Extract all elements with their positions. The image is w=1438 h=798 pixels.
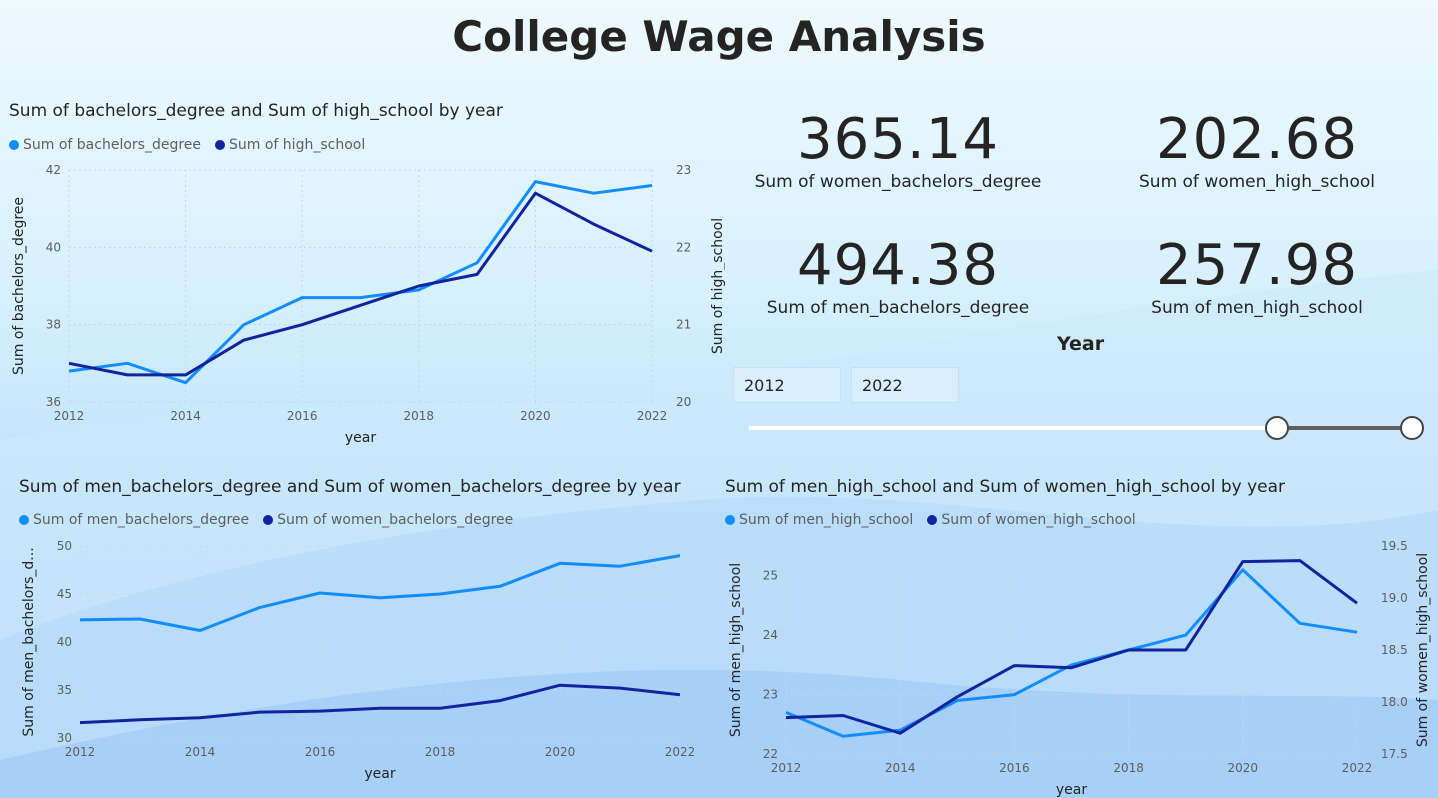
chart2-line-chart[interactable]: 30 35 40 45 50 2012 2014 2016 2018 2020 2022 year Su…: [0, 535, 715, 793]
x-tick-label: 2018: [1113, 761, 1144, 775]
x-axis-title: year: [1056, 782, 1087, 798]
kpi-men-high-school: 257.98 Sum of men_high_school: [1087, 233, 1427, 319]
slider-start-handle[interactable]: [1265, 416, 1289, 440]
slider-end-handle[interactable]: [1400, 416, 1424, 440]
y-tick-label: 24: [763, 628, 778, 642]
y-tick-label: 36: [46, 395, 61, 409]
y-tick-label: 50: [57, 539, 72, 553]
y2-tick-label: 17.5: [1381, 747, 1408, 761]
kpi-label: Sum of women_high_school: [1139, 172, 1375, 192]
y2-tick-label: 19.0: [1381, 591, 1408, 605]
x-tick-label: 2016: [287, 409, 318, 423]
y-tick-label: 23: [763, 688, 778, 702]
chart3-legend-item-1[interactable]: Sum of men_high_school: [725, 512, 913, 528]
page-title: College Wage Analysis: [452, 12, 986, 61]
kpi-value: 365.14: [797, 107, 999, 172]
kpi-value: 494.38: [797, 233, 999, 298]
x-tick-label: 2022: [665, 745, 696, 759]
chart2-legend-item-2[interactable]: Sum of women_bachelors_degree: [263, 512, 513, 528]
kpi-women-bachelors: 365.14 Sum of women_bachelors_degree: [728, 107, 1068, 193]
x-tick-label: 2020: [520, 409, 551, 423]
y2-axis-title: Sum of women_high_school: [1415, 553, 1431, 747]
chart3-legend-item-2[interactable]: Sum of women_high_school: [927, 512, 1136, 528]
slider-track[interactable]: [749, 426, 1277, 430]
kpi-men-bachelors: 494.38 Sum of men_bachelors_degree: [728, 233, 1068, 319]
kpi-label: Sum of women_bachelors_degree: [754, 172, 1042, 192]
series-line-2: [785, 559, 1358, 735]
chart3-title: Sum of men_high_school and Sum of women_…: [725, 477, 1286, 497]
kpi-value: 202.68: [1156, 107, 1358, 172]
y-tick-label: 30: [57, 731, 72, 745]
x-tick-label: 2020: [1228, 761, 1259, 775]
series-line-1: [785, 568, 1358, 738]
x-tick-label: 2012: [54, 409, 85, 423]
year-slicer-title: Year: [1057, 333, 1105, 355]
x-tick-label: 2018: [425, 745, 456, 759]
y-axis-title: Sum of men_bachelors_d...: [21, 547, 37, 736]
chart2-legend-label-2: Sum of women_bachelors_degree: [277, 512, 514, 528]
x-tick-label: 2022: [1342, 761, 1373, 775]
y-tick-label: 38: [46, 318, 61, 332]
chart3-legend: Sum of men_high_school Sum of women_high…: [725, 512, 1136, 528]
chart1-line-chart[interactable]: 36 38 40 42 2012 2014 2016 2018 2020 2022 20 21 22 23…: [0, 160, 725, 450]
kpi-label: Sum of men_bachelors_degree: [766, 298, 1030, 318]
chart1-legend-item-1[interactable]: Sum of bachelors_degree: [9, 137, 201, 153]
chart1-legend-label-2: Sum of high_school: [229, 137, 366, 153]
x-tick-label: 2020: [545, 745, 576, 759]
chart3-legend-label-2: Sum of women_high_school: [941, 512, 1136, 528]
x-tick-label: 2012: [771, 761, 802, 775]
year-end-input[interactable]: 2022: [851, 367, 959, 403]
kpi-women-high-school: 202.68 Sum of women_high_school: [1087, 107, 1427, 193]
chart1-legend-label-1: Sum of bachelors_degree: [23, 137, 202, 153]
series-line-2: [79, 683, 681, 725]
y-tick-label: 40: [46, 240, 61, 254]
y-tick-label: 40: [57, 635, 72, 649]
chart2-legend-label-1: Sum of men_bachelors_degree: [33, 512, 250, 528]
chart2-legend: Sum of men_bachelors_degree Sum of women…: [19, 512, 513, 528]
y-axis-title: Sum of bachelors_degree: [11, 197, 27, 375]
y2-tick-label: 18.5: [1381, 643, 1408, 657]
x-tick-label: 2022: [637, 409, 668, 423]
y2-tick-label: 18.0: [1381, 695, 1408, 709]
series-line-1: [68, 180, 653, 385]
y-tick-label: 22: [763, 747, 778, 761]
chart2-legend-item-1[interactable]: Sum of men_bachelors_degree: [19, 512, 249, 528]
chart1-legend-item-2[interactable]: Sum of high_school: [215, 137, 365, 153]
kpi-value: 257.98: [1156, 233, 1358, 298]
chart3-line-chart[interactable]: 22 23 24 25 2012 2014 2016 2018 2020 2022 17.5 18.0…: [715, 535, 1438, 798]
chart1-legend: Sum of bachelors_degree Sum of high_scho…: [9, 137, 365, 153]
x-tick-label: 2018: [404, 409, 435, 423]
chart2-title: Sum of men_bachelors_degree and Sum of w…: [19, 477, 681, 497]
x-axis-title: year: [345, 430, 376, 446]
y-tick-label: 42: [46, 163, 61, 177]
series-line-1: [79, 554, 681, 632]
y-axis-title: Sum of men_high_school: [728, 563, 744, 737]
year-start-input[interactable]: 2012: [733, 367, 841, 403]
x-tick-label: 2012: [65, 745, 96, 759]
y2-tick-label: 21: [676, 318, 691, 332]
y2-tick-label: 22: [676, 240, 691, 254]
y-tick-label: 25: [763, 569, 778, 583]
y-tick-label: 45: [57, 587, 72, 601]
x-tick-label: 2014: [885, 761, 916, 775]
x-tick-label: 2014: [170, 409, 201, 423]
chart1-title: Sum of bachelors_degree and Sum of high_…: [9, 101, 503, 121]
x-tick-label: 2016: [305, 745, 336, 759]
y2-tick-label: 23: [676, 163, 691, 177]
x-axis-title: year: [364, 766, 395, 782]
x-tick-label: 2016: [999, 761, 1030, 775]
chart3-legend-label-1: Sum of men_high_school: [739, 512, 914, 528]
y2-axis-title: Sum of high_school: [710, 218, 725, 354]
series-line-2: [68, 191, 653, 377]
y2-tick-label: 19.5: [1381, 539, 1408, 553]
slider-selected-range[interactable]: [1277, 426, 1412, 430]
x-tick-label: 2014: [185, 745, 216, 759]
y-tick-label: 35: [57, 683, 72, 697]
y2-tick-label: 20: [676, 395, 691, 409]
kpi-label: Sum of men_high_school: [1151, 298, 1363, 318]
